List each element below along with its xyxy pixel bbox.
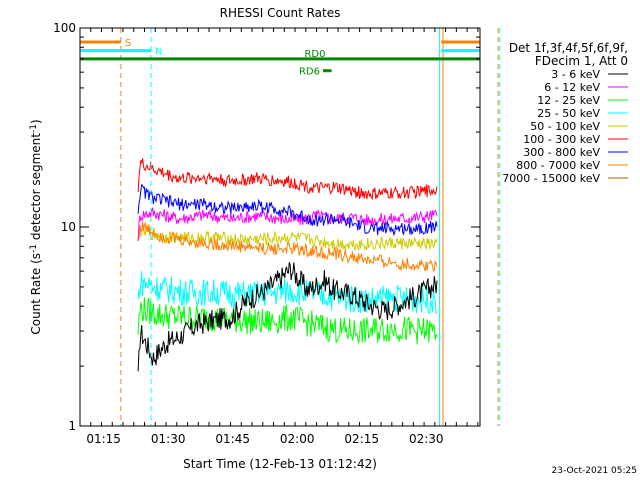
series-line-800-7000-kev <box>137 221 438 272</box>
series-line-300-800-kev <box>137 183 438 236</box>
x-axis-label: Start Time (12-Feb-13 01:12:42) <box>183 457 377 471</box>
x-tick-label: 01:15 <box>86 432 121 446</box>
legend-header-line-2: FDecim 1, Att 0 <box>535 54 628 68</box>
series-line-25-50-kev <box>137 271 438 315</box>
interval-label-s: S <box>125 38 131 49</box>
chart-title: RHESSI Count Rates <box>220 6 341 20</box>
series-layer <box>137 158 438 372</box>
series-line-3-6-kev <box>137 262 438 372</box>
legend-label-12-25-kev: 12 - 25 keV <box>537 94 600 107</box>
x-tick-label: 02:00 <box>280 432 315 446</box>
x-axis: 01:15 01:30 01:45 02:00 02:15 02:30 <box>79 28 479 446</box>
x-tick-label: 02:15 <box>344 432 379 446</box>
footer-date: 23-Oct-2021 05:25 <box>552 466 637 476</box>
y-tick-label: 10 <box>61 220 76 234</box>
y-axis-label: Count Rate (s-1 detector segment-1) <box>29 119 43 334</box>
series-line-50-100-kev <box>137 224 438 251</box>
legend-label-100-300-kev: 100 - 300 keV <box>523 133 600 146</box>
series-line-100-300-kev <box>137 158 438 201</box>
series-line-12-25-kev <box>137 297 438 345</box>
legend-label-7000-15000-kev: 7000 - 15000 keV <box>502 172 600 185</box>
y-axis: 1 10 100 <box>53 21 480 433</box>
x-tick-label: 02:30 <box>409 432 444 446</box>
y-tick-label: 1 <box>68 419 76 433</box>
x-tick-label: 01:30 <box>151 432 186 446</box>
legend-label-800-7000-kev: 800 - 7000 keV <box>516 159 600 172</box>
legend-header-line-1: Det 1f,3f,4f,5f,6f,9f, <box>509 41 628 55</box>
legend-label-300-800-kev: 300 - 800 keV <box>523 146 600 159</box>
interval-label-rd6: RD6 <box>299 67 320 78</box>
interval-layer: S N RD0 RD6 <box>80 38 480 78</box>
interval-label-n: N <box>155 47 162 58</box>
legend-label-3-6-kev: 3 - 6 keV <box>551 68 600 81</box>
legend-label-50-100-kev: 50 - 100 keV <box>530 120 600 133</box>
x-tick-label: 01:45 <box>215 432 250 446</box>
legend-label-6-12-kev: 6 - 12 keV <box>544 81 600 94</box>
legend-label-25-50-kev: 25 - 50 keV <box>537 107 600 120</box>
y-tick-label: 100 <box>53 21 76 35</box>
interval-label-rd0: RD0 <box>304 49 325 60</box>
